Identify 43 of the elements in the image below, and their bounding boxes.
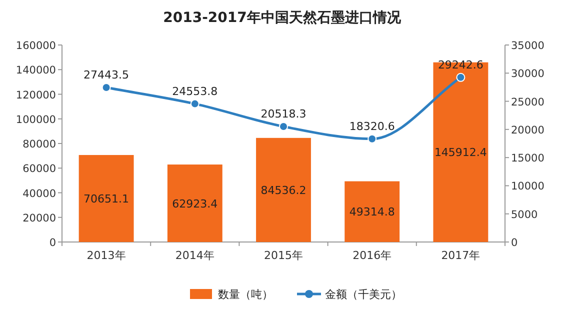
data-label: 70651.1 <box>84 192 130 206</box>
bar <box>433 62 488 242</box>
y2-tick-label: 20000 <box>511 124 544 136</box>
bar <box>344 181 400 242</box>
y-tick-label: 140000 <box>16 64 56 77</box>
x-tick-label: 2015年 <box>264 249 303 262</box>
data-label: 84536.2 <box>260 184 306 197</box>
y2-tick-label: 5000 <box>511 208 538 221</box>
y2-tick-label: 15000 <box>511 152 544 165</box>
point <box>456 72 466 82</box>
y2-tick-label: 10000 <box>511 180 544 193</box>
x-tick-label: 2013年 <box>86 249 126 262</box>
data-label: 62923.4 <box>172 197 218 210</box>
y-tick-label: 160000 <box>16 40 56 52</box>
y-tick-label: 100000 <box>16 114 56 126</box>
y2-tick-label: 30000 <box>511 68 544 80</box>
legend-label: 数量（吨） <box>218 288 273 301</box>
legend-label: 金额（千美元） <box>325 288 402 301</box>
y-tick-label: 60000 <box>22 163 56 176</box>
x-tick-label: 2014年 <box>175 249 214 262</box>
data-label: 29242.6 <box>438 58 484 72</box>
point <box>368 134 377 144</box>
data-label: 27443.5 <box>84 68 130 82</box>
data-label: 20518.3 <box>260 108 306 121</box>
y-tick-label: 20000 <box>22 212 56 224</box>
y-tick-label: 80000 <box>22 138 56 150</box>
data-label: 49314.8 <box>349 206 395 219</box>
y2-tick-label: 25000 <box>511 96 544 108</box>
bar <box>256 138 311 242</box>
bar <box>78 155 134 242</box>
bar <box>167 164 222 242</box>
y2-tick-label: 35000 <box>511 40 544 52</box>
data-label: 145912.4 <box>434 146 487 160</box>
y-tick-label: 120000 <box>16 89 56 102</box>
point <box>190 99 200 108</box>
x-tick-label: 2016年 <box>352 249 392 262</box>
x-tick-label: 2017年 <box>441 249 480 262</box>
chart-title: 2013-2017年中国天然石墨进口情况 <box>163 10 402 26</box>
data-label: 18320.6 <box>349 120 395 133</box>
y2-tick-label: 0 <box>511 237 518 249</box>
data-label: 24553.8 <box>172 84 218 98</box>
y-tick-label: 0 <box>49 237 56 249</box>
y-tick-label: 40000 <box>22 188 56 200</box>
